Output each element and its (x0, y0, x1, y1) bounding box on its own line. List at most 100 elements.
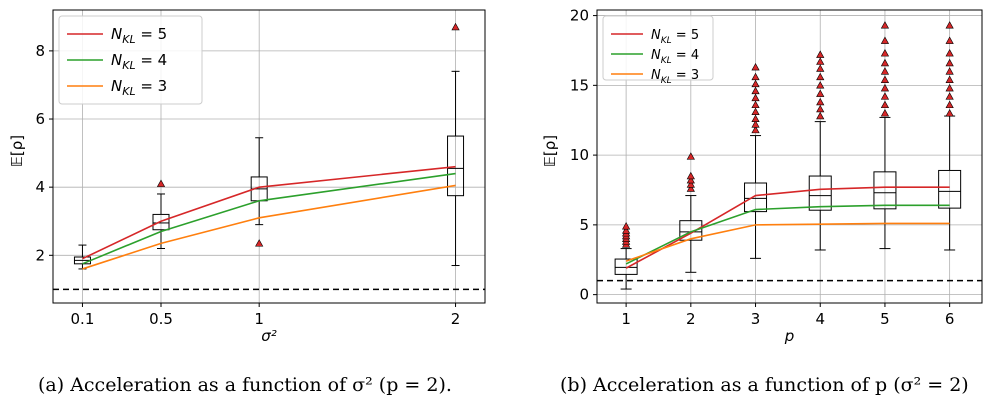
outlier-marker (686, 180, 695, 188)
outlier-marker (686, 152, 695, 160)
y-tick-label: 20 (570, 7, 589, 25)
y-tick-label: 5 (579, 216, 589, 234)
legend-label: NKL = 4 (651, 48, 699, 66)
outlier-marker (880, 109, 890, 117)
outlier-marker (880, 67, 890, 75)
outlier-marker (945, 49, 954, 57)
box (938, 169, 962, 209)
x-tick-label: 1 (254, 310, 264, 328)
outlier-marker (751, 62, 760, 71)
y-tick-label: 15 (570, 76, 589, 94)
series-line-nkl-4 (82, 172, 456, 265)
outlier-marker (686, 184, 695, 192)
boxplot (938, 21, 962, 251)
boxplot (614, 222, 638, 290)
series-line-nkl-3 (625, 222, 950, 262)
y-axis-label: 𝔼[ρ] (541, 135, 559, 167)
box (447, 135, 465, 197)
boxplot (152, 179, 170, 249)
outlier-marker (880, 83, 890, 92)
outlier-marker (816, 89, 825, 97)
outlier-marker (751, 93, 760, 102)
boxplot (73, 244, 91, 270)
legend-box (58, 15, 203, 105)
outlier-marker (945, 109, 954, 117)
outlier-marker (945, 75, 954, 83)
legend-label: NKL = 5 (111, 25, 167, 46)
chart-panel-b: 1 2 3 4 5 6 0 5 10 15 20 p 𝔼[ρ] NKL = 5 NKL = 4 NKL = 3 (541, 7, 983, 345)
legend: NKL = 5 NKL = 4 NKL = 3 (602, 15, 714, 86)
outlier-marker (945, 83, 954, 92)
outlier-marker (622, 222, 631, 230)
x-axis-label: σ² (261, 327, 277, 345)
outlier-marker (751, 86, 760, 95)
box (873, 171, 897, 210)
outlier-marker (880, 36, 890, 44)
outlier-marker (816, 50, 825, 58)
boxplot (679, 152, 703, 273)
x-tick-label: 0.5 (149, 310, 173, 328)
outlier-marker (816, 81, 825, 89)
outlier-marker (451, 22, 460, 31)
outlier-marker (816, 57, 825, 65)
plot-frame (52, 9, 486, 304)
outlier-marker (816, 111, 825, 120)
outlier-marker (751, 120, 760, 128)
chart-panel-a: 0.1 0.5 1 2 2 4 6 8 σ² 𝔼[ρ] NKL = 5 NKL = 4 NKL = 3 (8, 9, 486, 345)
series-line-nkl-4 (625, 204, 950, 265)
y-axis-label: 𝔼[ρ] (8, 135, 26, 167)
caption-b: (b) Acceleration as a function of p (σ² … (560, 374, 969, 396)
boxplot (744, 62, 768, 259)
y-tick-label: 2 (35, 246, 45, 264)
outlier-marker (816, 64, 825, 72)
box (744, 182, 768, 213)
boxplot (808, 50, 832, 251)
outlier-marker (945, 92, 954, 100)
legend: NKL = 5 NKL = 4 NKL = 3 (58, 15, 203, 105)
outlier-marker (880, 21, 890, 29)
outlier-marker (622, 226, 631, 234)
series-line-nkl-5 (82, 165, 456, 260)
legend-label: NKL = 3 (111, 77, 167, 98)
outlier-marker (255, 239, 264, 247)
y-tick-label: 0 (579, 286, 589, 304)
series-line-nkl-5 (625, 186, 950, 269)
outlier-marker (945, 100, 954, 109)
box (808, 175, 832, 211)
outlier-marker (880, 49, 890, 57)
outlier-marker (880, 92, 890, 100)
x-tick-label: 6 (945, 310, 955, 328)
outlier-marker (686, 176, 695, 184)
x-tick-label: 0.1 (71, 310, 95, 328)
legend-label: NKL = 3 (651, 68, 699, 86)
outlier-marker (945, 67, 954, 75)
outlier-marker (880, 58, 890, 67)
outlier-marker (751, 107, 760, 116)
outlier-marker (751, 72, 760, 81)
outlier-marker (945, 36, 954, 44)
boxplot (447, 22, 465, 267)
caption-a: (a) Acceleration as a function of σ² (p … (38, 374, 452, 396)
outlier-marker (880, 75, 890, 83)
outlier-marker (945, 58, 954, 67)
outlier-marker (816, 72, 825, 81)
outlier-marker (686, 171, 695, 180)
outlier-marker (156, 179, 166, 187)
y-tick-label: 8 (35, 42, 45, 60)
boxplot (873, 21, 897, 250)
x-axis-label: p (784, 327, 795, 345)
outlier-marker (751, 114, 760, 123)
outlier-marker (816, 104, 825, 113)
box (614, 258, 638, 275)
y-tick-label: 4 (35, 178, 45, 196)
plot-frame (596, 9, 983, 304)
outlier-marker (751, 125, 760, 134)
box (152, 213, 170, 231)
outlier-marker (751, 79, 760, 88)
x-tick-label: 5 (880, 310, 890, 328)
outlier-marker (816, 97, 825, 106)
series-line-nkl-3 (82, 184, 456, 270)
x-tick-label: 1 (621, 310, 631, 328)
outlier-marker (945, 21, 954, 29)
x-tick-label: 3 (751, 310, 761, 328)
